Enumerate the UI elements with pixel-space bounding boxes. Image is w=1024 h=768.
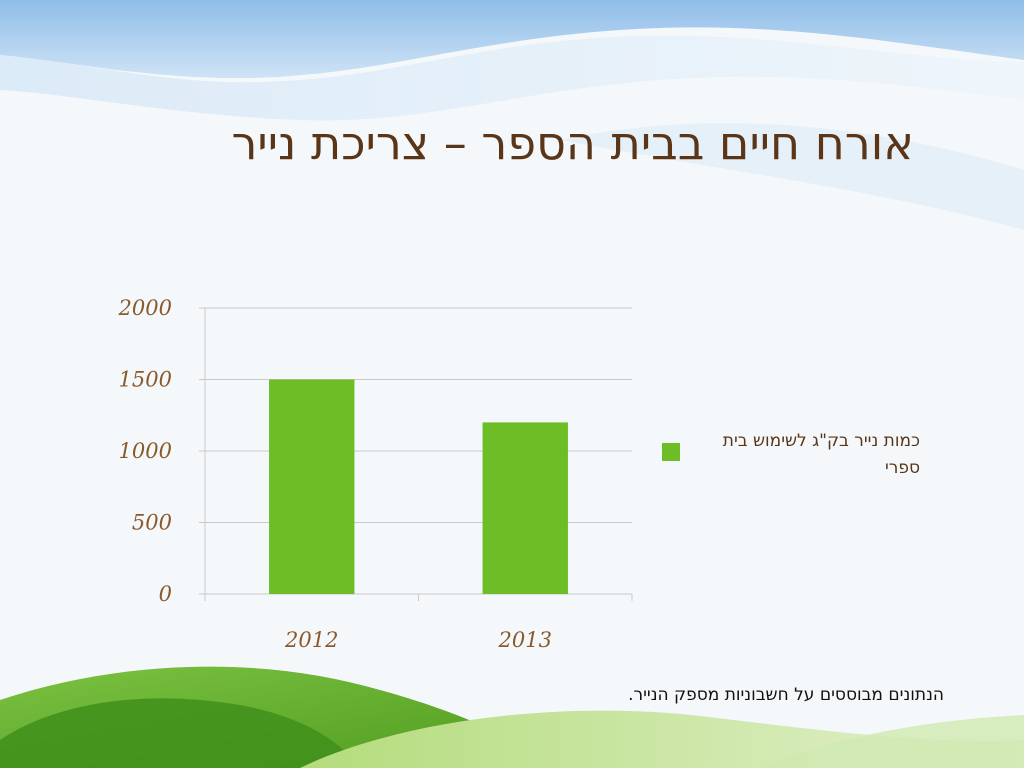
y-tick-label-500: 500 — [132, 511, 172, 535]
y-tick-label-0: 0 — [159, 582, 172, 606]
x-tick-label-2012: 2012 — [284, 628, 338, 652]
y-tick-label-1500: 1500 — [119, 368, 172, 392]
legend-label: כמות נייר בק"ג לשימוש בית ספרי — [722, 431, 920, 478]
legend-swatch — [662, 443, 680, 461]
x-tick-label-2013: 2013 — [498, 628, 552, 652]
y-tick-label-2000: 2000 — [118, 296, 172, 320]
bar-2013 — [482, 422, 568, 594]
bar-2012 — [269, 379, 355, 594]
chart-legend: כמות נייר בק"ג לשימוש בית ספרי — [658, 428, 920, 488]
slide-title: אורח חיים בבית הספר – צריכת נייר — [231, 116, 914, 170]
sky-background — [0, 0, 1024, 230]
y-tick-label-1000: 1000 — [119, 439, 172, 463]
chart-tick-labels: 0 500 1000 1500 2000 2012 2013 — [118, 296, 552, 652]
footnote: הנתונים מבוססים על חשבוניות מספק הנייר. — [628, 685, 944, 705]
chart-bars — [269, 379, 568, 594]
